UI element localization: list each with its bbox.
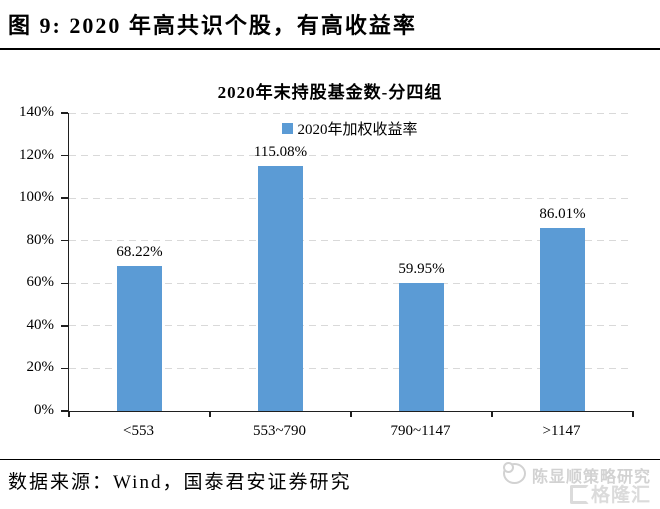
y-axis-tick xyxy=(61,367,68,370)
y-axis-tick-label: 120% xyxy=(19,146,54,163)
footer-divider xyxy=(0,459,660,460)
y-axis-tick-label: 60% xyxy=(26,274,55,291)
x-axis-label: <553 xyxy=(123,423,154,439)
bar xyxy=(258,166,303,411)
header-divider xyxy=(0,48,660,50)
watermark-author: 陈显顺策略研究 xyxy=(532,469,652,486)
x-axis-label: >1147 xyxy=(542,423,581,439)
source-note: 数据来源：Wind，国泰君安证券研究 xyxy=(8,472,352,493)
legend-swatch-icon xyxy=(282,123,294,134)
y-axis-tick-label: 80% xyxy=(26,231,55,248)
x-axis-tick xyxy=(68,411,70,417)
y-axis-tick-label: 20% xyxy=(26,359,55,376)
legend-label: 2020年加权收益率 xyxy=(297,122,418,138)
y-axis-labels: 0% 20% 40% 60% 80% 100% 120% 140% xyxy=(0,104,58,418)
gridline xyxy=(69,367,633,369)
author-avatar-icon xyxy=(503,462,526,484)
x-axis-tick xyxy=(209,411,211,417)
y-axis-tick xyxy=(61,239,68,242)
gelonghui-g-icon xyxy=(570,485,589,504)
gelonghui-logo: 格隆汇 xyxy=(570,480,651,507)
y-axis-tick xyxy=(61,410,68,412)
gridline xyxy=(69,112,633,114)
plot-area: 68.22% 115.08% 59.95% 86.01% xyxy=(61,112,634,417)
bar xyxy=(399,283,444,411)
x-axis-label: 790~1147 xyxy=(390,423,451,439)
bar-value-label: 68.22% xyxy=(116,243,163,260)
gridline xyxy=(69,155,633,157)
gridline xyxy=(69,240,633,242)
x-axis-label: 553~790 xyxy=(252,423,307,439)
y-axis-tick xyxy=(61,282,68,285)
bar xyxy=(117,265,162,411)
bar-value-label: 59.95% xyxy=(398,261,445,278)
y-axis-tick-label: 140% xyxy=(19,104,54,120)
y-axis-tick-label: 100% xyxy=(19,189,54,206)
chart-legend: 2020年加权收益率 xyxy=(68,118,632,139)
y-axis-tick xyxy=(61,197,68,199)
y-axis-tick-label: 40% xyxy=(26,316,55,333)
y-axis-tick-label: 0% xyxy=(34,402,54,418)
bar xyxy=(540,227,585,411)
x-axis-tick xyxy=(350,411,352,417)
author-avatar-inner-icon xyxy=(503,462,514,473)
gridline xyxy=(69,197,633,199)
x-axis-tick xyxy=(632,411,634,417)
y-axis-tick xyxy=(61,325,68,327)
gridline xyxy=(69,282,633,284)
gelonghui-logo-text: 格隆汇 xyxy=(591,485,652,506)
x-axis-tick xyxy=(491,411,493,417)
bar-value-label: 86.01% xyxy=(539,205,586,222)
figure-title: 图 9: 2020 年高共识个股，有高收益率 xyxy=(8,13,417,38)
y-axis-tick xyxy=(61,112,68,114)
chart-title: 2020年末持股基金数-分四组 xyxy=(217,83,443,102)
gridline xyxy=(69,325,633,327)
x-axis-labels: <553 553~790 790~1147 >1147 xyxy=(68,417,632,441)
bar-value-label: 115.08% xyxy=(253,144,308,161)
y-axis-tick xyxy=(61,154,68,157)
